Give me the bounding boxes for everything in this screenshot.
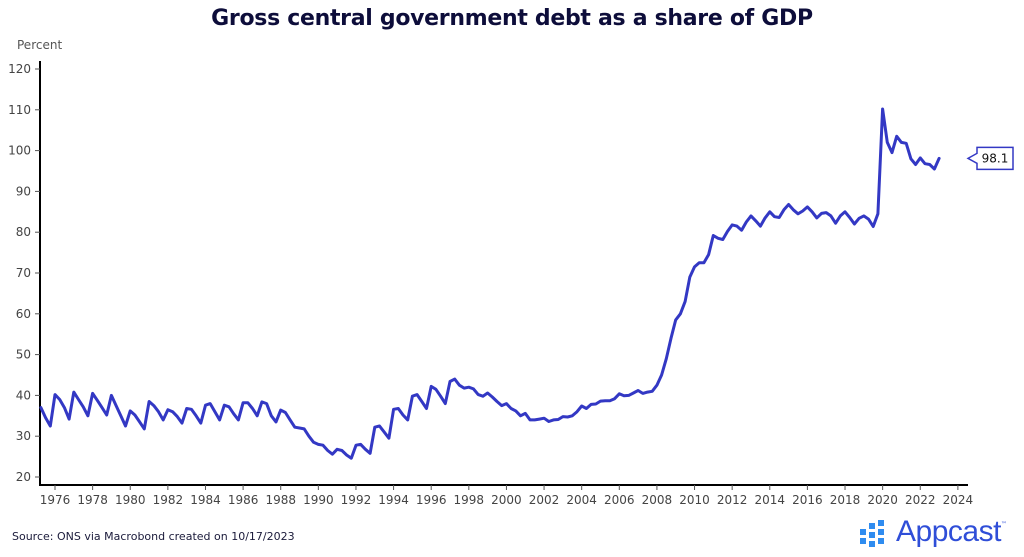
x-axis: 1976 1978 1980 1982 1984 1986 1988 1990 1992 1994… xyxy=(39,484,974,507)
x-tick-label: 2008 xyxy=(642,493,673,507)
y-tick-label: 110 xyxy=(8,103,31,117)
appcast-logo-text: Appcast xyxy=(896,515,1001,548)
x-tick-label: 1992 xyxy=(341,493,372,507)
y-tick-label: 30 xyxy=(16,429,31,443)
series-group xyxy=(39,107,941,460)
x-tick-label: 2020 xyxy=(867,493,898,507)
x-tick-label: 1990 xyxy=(303,493,334,507)
x-tick-label: 2004 xyxy=(566,493,597,507)
x-tick-label: 2010 xyxy=(679,493,710,507)
callout-box xyxy=(966,146,1014,171)
callout-value: 98.1 xyxy=(982,151,1009,165)
x-tick-label: 1988 xyxy=(265,493,296,507)
y-axis: 20 30 40 50 60 70 80 90 100 110 120 xyxy=(8,61,41,485)
x-tick-label: 1984 xyxy=(190,493,221,507)
x-tick-label: 2018 xyxy=(830,493,861,507)
x-tick-label: 1998 xyxy=(454,493,485,507)
source-note: Source: ONS via Macrobond created on 10/… xyxy=(12,530,295,543)
x-tick-label: 2000 xyxy=(491,493,522,507)
x-tick-label: 1986 xyxy=(228,493,259,507)
x-tick-label: 1994 xyxy=(378,493,409,507)
y-tick-label: 80 xyxy=(16,225,31,239)
y-tick-label: 60 xyxy=(16,307,31,321)
chart-title: Gross central government debt as a share… xyxy=(211,6,813,31)
trademark-symbol: ™ xyxy=(1000,521,1007,528)
y-tick-label: 20 xyxy=(16,470,31,484)
x-tick-label: 1982 xyxy=(153,493,184,507)
appcast-logo: Appcast ™ xyxy=(858,515,1007,549)
y-tick-label: 120 xyxy=(8,62,31,76)
x-tick-label: 1976 xyxy=(40,493,71,507)
x-tick-label: 2016 xyxy=(792,493,823,507)
y-tick-label: 90 xyxy=(16,184,31,198)
y-tick-label: 70 xyxy=(16,266,31,280)
x-tick-label: 1996 xyxy=(416,493,447,507)
x-tick-label: 1978 xyxy=(77,493,108,507)
x-tick-label: 2022 xyxy=(905,493,936,507)
x-tick-label: 2006 xyxy=(604,493,635,507)
x-tick-label: 2012 xyxy=(717,493,748,507)
x-tick-label: 2024 xyxy=(943,493,974,507)
last-value-callout: 98.1 xyxy=(966,146,1014,171)
y-axis-label: Percent xyxy=(17,38,63,52)
y-tick-label: 50 xyxy=(16,348,31,362)
y-tick-label: 40 xyxy=(16,388,31,402)
x-tick-label: 1980 xyxy=(115,493,146,507)
appcast-logo-icon xyxy=(860,520,884,547)
x-tick-label: 2014 xyxy=(755,493,786,507)
y-tick-label: 100 xyxy=(8,144,31,158)
series-line-debt-to-gdp xyxy=(39,107,941,460)
x-tick-label: 2002 xyxy=(529,493,560,507)
